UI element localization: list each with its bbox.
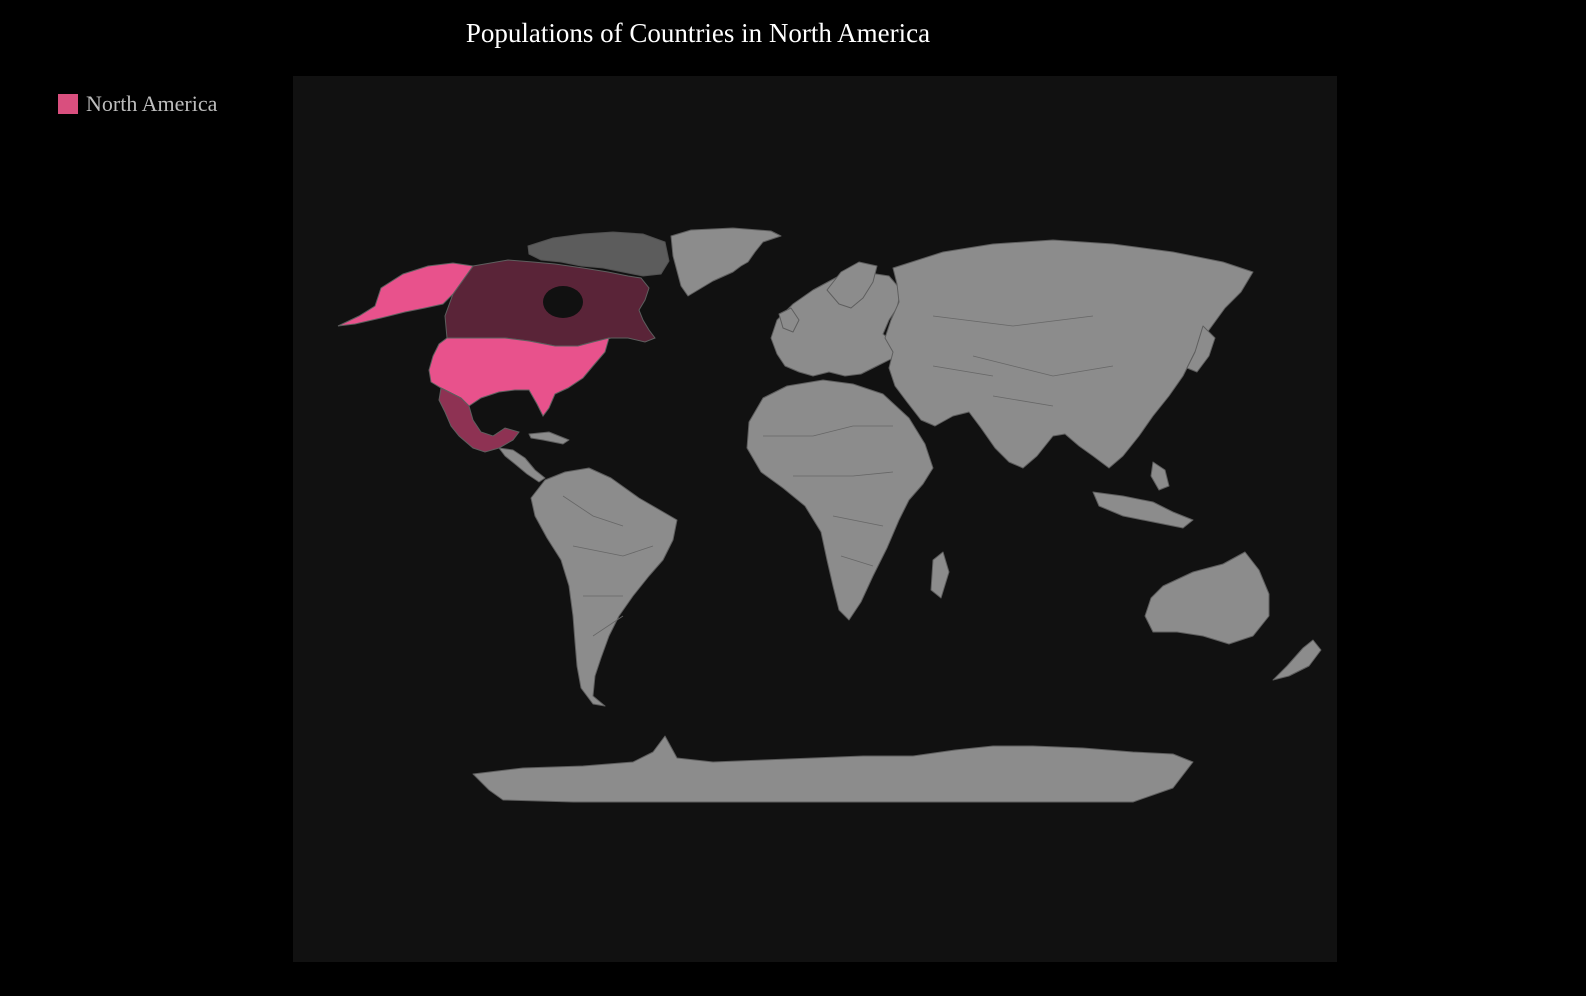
caribbean-islands-shape[interactable] [528, 431, 570, 445]
japan-shape[interactable] [1186, 325, 1216, 373]
legend-label-north-america[interactable]: North America [86, 91, 218, 116]
africa-borders [763, 425, 894, 567]
southeast-asia-islands-shape[interactable] [1092, 491, 1194, 529]
africa-shape[interactable] [746, 379, 934, 621]
south-america-borders [562, 495, 654, 637]
world-map[interactable] [293, 76, 1337, 962]
map-area[interactable] [293, 76, 1337, 962]
madagascar-shape[interactable] [930, 551, 950, 599]
country-usa-alaska[interactable] [337, 262, 474, 327]
country-mexico[interactable] [438, 387, 520, 453]
legend-swatch-north-america[interactable] [58, 94, 78, 114]
asia-shape[interactable] [884, 239, 1254, 469]
legend[interactable]: North America [58, 91, 217, 117]
hudson-bay-shape [543, 286, 583, 318]
philippines-shape[interactable] [1150, 461, 1170, 491]
central-america-shape[interactable] [498, 447, 546, 483]
new-zealand-shape[interactable] [1272, 639, 1322, 681]
british-isles-shape[interactable] [778, 307, 800, 333]
chart-title: Populations of Countries in North Americ… [465, 18, 931, 48]
greenland-shape[interactable] [670, 227, 782, 297]
arctic-islands-shape [527, 231, 670, 277]
south-america-shape[interactable] [530, 467, 678, 707]
asia-borders [932, 315, 1114, 407]
scandinavia-shape[interactable] [826, 261, 878, 309]
australia-shape[interactable] [1144, 551, 1270, 645]
antarctica-shape[interactable] [472, 735, 1194, 803]
country-usa[interactable] [428, 337, 610, 417]
